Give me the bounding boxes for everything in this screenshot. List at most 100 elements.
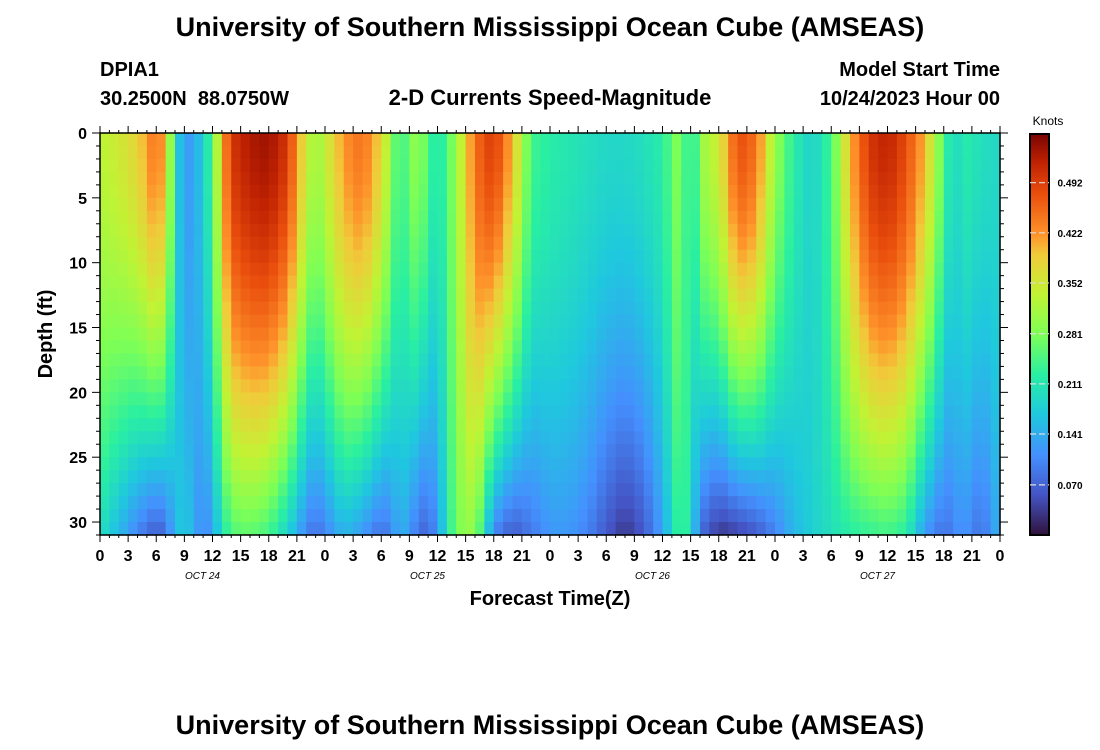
heatmap-cell bbox=[503, 314, 514, 329]
heatmap-cell bbox=[559, 288, 570, 303]
heatmap-cell bbox=[531, 288, 542, 303]
heatmap-cell bbox=[109, 522, 120, 536]
heatmap-cell bbox=[868, 340, 879, 355]
heatmap-cell bbox=[559, 457, 570, 471]
heatmap-cell bbox=[287, 379, 298, 393]
heatmap-cell bbox=[343, 340, 354, 355]
heatmap-cell bbox=[709, 405, 720, 419]
heatmap-cell bbox=[146, 262, 157, 277]
heatmap-cell bbox=[896, 249, 907, 264]
heatmap-cell bbox=[437, 483, 448, 497]
heatmap-cell bbox=[559, 392, 570, 406]
heatmap-cell bbox=[934, 262, 945, 277]
heatmap-cell bbox=[325, 236, 335, 251]
heatmap-cell bbox=[915, 509, 926, 523]
heatmap-cell bbox=[503, 509, 514, 523]
heatmap-cell bbox=[325, 392, 335, 406]
heatmap-cell bbox=[615, 379, 626, 393]
heatmap-cell bbox=[971, 171, 982, 186]
heatmap-cell bbox=[390, 483, 401, 497]
heatmap-cell bbox=[287, 340, 298, 355]
heatmap-cell bbox=[690, 145, 701, 160]
heatmap-cell bbox=[596, 262, 607, 277]
heatmap-cell bbox=[775, 522, 785, 536]
heatmap-cell bbox=[325, 444, 335, 458]
heatmap-cell bbox=[990, 197, 1001, 212]
heatmap-cell bbox=[381, 509, 392, 523]
heatmap-cell bbox=[671, 379, 682, 393]
heatmap-cell bbox=[690, 522, 701, 536]
heatmap-cell bbox=[278, 301, 289, 316]
heatmap-cell bbox=[915, 522, 926, 536]
heatmap-cell bbox=[221, 327, 232, 342]
heatmap-cell bbox=[943, 496, 954, 510]
heatmap-cell bbox=[915, 340, 926, 355]
heatmap-cell bbox=[193, 197, 204, 212]
heatmap-cell bbox=[240, 366, 251, 380]
heatmap-cell bbox=[896, 210, 907, 225]
heatmap-cell bbox=[531, 327, 542, 342]
heatmap-cell bbox=[681, 145, 692, 160]
heatmap-cell bbox=[925, 353, 935, 368]
heatmap-cell bbox=[831, 275, 842, 290]
heatmap-cell bbox=[868, 314, 879, 329]
heatmap-cell bbox=[981, 379, 992, 393]
heatmap-cell bbox=[400, 288, 410, 303]
heatmap-cell bbox=[868, 431, 879, 445]
heatmap-cell bbox=[925, 223, 935, 238]
heatmap-cell bbox=[184, 483, 195, 497]
heatmap-cell bbox=[634, 418, 645, 432]
heatmap-cell bbox=[728, 509, 739, 523]
heatmap-cell bbox=[962, 379, 973, 393]
heatmap-cell bbox=[493, 236, 504, 251]
heatmap-cell bbox=[821, 418, 832, 432]
heatmap-cell bbox=[821, 171, 832, 186]
heatmap-cell bbox=[878, 431, 889, 445]
heatmap-cell bbox=[296, 379, 307, 393]
heatmap-cell bbox=[325, 418, 335, 432]
heatmap-cell bbox=[634, 145, 645, 160]
heatmap-cell bbox=[596, 353, 607, 368]
heatmap-cell bbox=[231, 275, 242, 290]
heatmap-cell bbox=[540, 249, 551, 264]
heatmap-cell bbox=[840, 444, 851, 458]
heatmap-cell bbox=[756, 171, 767, 186]
heatmap-cell bbox=[653, 483, 664, 497]
heatmap-cell bbox=[765, 197, 776, 212]
heatmap-cell bbox=[278, 418, 289, 432]
heatmap-cell bbox=[446, 509, 457, 523]
heatmap-cell bbox=[793, 470, 804, 484]
heatmap-cell bbox=[109, 249, 120, 264]
heatmap-cell bbox=[578, 262, 589, 277]
heatmap-cell bbox=[306, 431, 317, 445]
heatmap-cell bbox=[259, 275, 270, 290]
heatmap-cell bbox=[493, 133, 504, 147]
heatmap-cell bbox=[315, 483, 326, 497]
heatmap-cell bbox=[793, 457, 804, 471]
heatmap-cell bbox=[231, 522, 242, 536]
heatmap-cell bbox=[343, 171, 354, 186]
heatmap-cell bbox=[934, 327, 945, 342]
heatmap-cell bbox=[953, 262, 964, 277]
heatmap-cell bbox=[784, 379, 795, 393]
heatmap-cell bbox=[690, 197, 701, 212]
heatmap-cell bbox=[925, 392, 935, 406]
heatmap-cell bbox=[700, 327, 710, 342]
heatmap-cell bbox=[400, 184, 410, 199]
heatmap-cell bbox=[596, 327, 607, 342]
heatmap-cell bbox=[859, 262, 870, 277]
heatmap-cell bbox=[400, 236, 410, 251]
heatmap-cell bbox=[756, 158, 767, 173]
heatmap-cell bbox=[784, 223, 795, 238]
heatmap-cell bbox=[128, 197, 139, 212]
heatmap-cell bbox=[746, 405, 757, 419]
heatmap-cell bbox=[306, 496, 317, 510]
heatmap-cell bbox=[259, 366, 270, 380]
heatmap-cell bbox=[315, 405, 326, 419]
heatmap-cell bbox=[250, 262, 260, 277]
y-tick-label: 15 bbox=[69, 321, 87, 338]
heatmap-cell bbox=[503, 431, 514, 445]
heatmap-cell bbox=[353, 353, 364, 368]
heatmap-cell bbox=[906, 288, 917, 303]
heatmap-cell bbox=[446, 444, 457, 458]
